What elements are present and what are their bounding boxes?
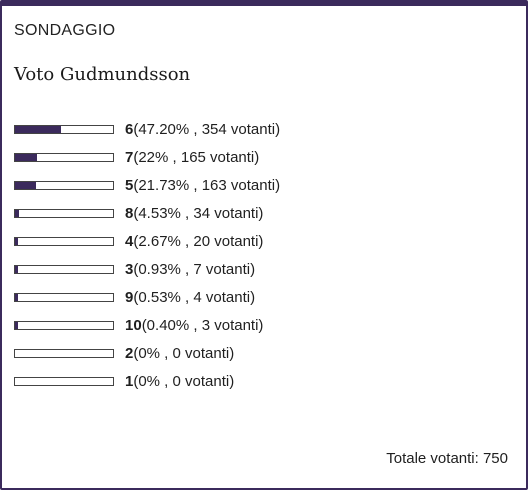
option-detail: (22% , 165 votanti) bbox=[133, 148, 260, 166]
option-number: 8 bbox=[125, 204, 134, 222]
option-text: 7(22% , 165 votanti) bbox=[125, 149, 259, 166]
poll-options: 6(47.20% , 354 votanti) 7(22% , 165 vota… bbox=[14, 115, 280, 395]
option-number: 5 bbox=[125, 176, 134, 194]
option-detail: (4.53% , 34 votanti) bbox=[133, 204, 264, 222]
option-number: 3 bbox=[125, 260, 134, 278]
option-detail: (21.73% , 163 votanti) bbox=[133, 176, 281, 194]
result-bar-fill bbox=[15, 125, 62, 133]
option-detail: (47.20% , 354 votanti) bbox=[133, 120, 281, 138]
option-number: 10 bbox=[125, 316, 142, 334]
result-bar bbox=[14, 376, 114, 386]
poll-option: 2(0% , 0 votanti) bbox=[14, 339, 280, 367]
result-bar-fill bbox=[15, 293, 18, 301]
option-detail: (0% , 0 votanti) bbox=[133, 344, 235, 362]
option-text: 5(21.73% , 163 votanti) bbox=[125, 177, 280, 194]
option-number: 1 bbox=[125, 372, 134, 390]
option-text: 2(0% , 0 votanti) bbox=[125, 345, 234, 362]
poll-option: 8(4.53% , 34 votanti) bbox=[14, 199, 280, 227]
result-bar bbox=[14, 292, 114, 302]
result-bar-fill bbox=[15, 237, 18, 245]
option-number: 2 bbox=[125, 344, 134, 362]
result-bar-fill bbox=[15, 321, 18, 329]
result-bar bbox=[14, 124, 114, 134]
option-text: 1(0% , 0 votanti) bbox=[125, 373, 234, 390]
poll-option: 9(0.53% , 4 votanti) bbox=[14, 283, 280, 311]
result-bar bbox=[14, 152, 114, 162]
result-bar bbox=[14, 208, 114, 218]
option-detail: (0% , 0 votanti) bbox=[133, 372, 235, 390]
option-text: 4(2.67% , 20 votanti) bbox=[125, 233, 263, 250]
option-text: 3(0.93% , 7 votanti) bbox=[125, 261, 255, 278]
poll-option: 5(21.73% , 163 votanti) bbox=[14, 171, 280, 199]
result-bar bbox=[14, 348, 114, 358]
option-number: 6 bbox=[125, 120, 134, 138]
result-bar bbox=[14, 180, 114, 190]
option-text: 10(0.40% , 3 votanti) bbox=[125, 317, 263, 334]
poll-option: 1(0% , 0 votanti) bbox=[14, 367, 280, 395]
option-detail: (2.67% , 20 votanti) bbox=[133, 232, 264, 250]
result-bar-fill bbox=[15, 209, 20, 217]
result-bar-fill bbox=[15, 153, 37, 161]
option-text: 9(0.53% , 4 votanti) bbox=[125, 289, 255, 306]
option-detail: (0.53% , 4 votanti) bbox=[133, 288, 256, 306]
poll-title: Voto Gudmundsson bbox=[14, 64, 191, 85]
option-text: 6(47.20% , 354 votanti) bbox=[125, 121, 280, 138]
result-bar-fill bbox=[15, 265, 18, 273]
poll-option: 4(2.67% , 20 votanti) bbox=[14, 227, 280, 255]
poll-option: 10(0.40% , 3 votanti) bbox=[14, 311, 280, 339]
result-bar-fill bbox=[15, 181, 37, 189]
poll-label: SONDAGGIO bbox=[14, 22, 116, 39]
poll-option: 6(47.20% , 354 votanti) bbox=[14, 115, 280, 143]
result-bar bbox=[14, 320, 114, 330]
option-detail: (0.93% , 7 votanti) bbox=[133, 260, 256, 278]
poll-option: 3(0.93% , 7 votanti) bbox=[14, 255, 280, 283]
option-number: 7 bbox=[125, 148, 134, 166]
poll-option: 7(22% , 165 votanti) bbox=[14, 143, 280, 171]
result-bar bbox=[14, 264, 114, 274]
option-detail: (0.40% , 3 votanti) bbox=[141, 316, 264, 334]
total-voters: Totale votanti: 750 bbox=[386, 450, 508, 467]
option-number: 9 bbox=[125, 288, 134, 306]
option-number: 4 bbox=[125, 232, 134, 250]
result-bar bbox=[14, 236, 114, 246]
option-text: 8(4.53% , 34 votanti) bbox=[125, 205, 263, 222]
